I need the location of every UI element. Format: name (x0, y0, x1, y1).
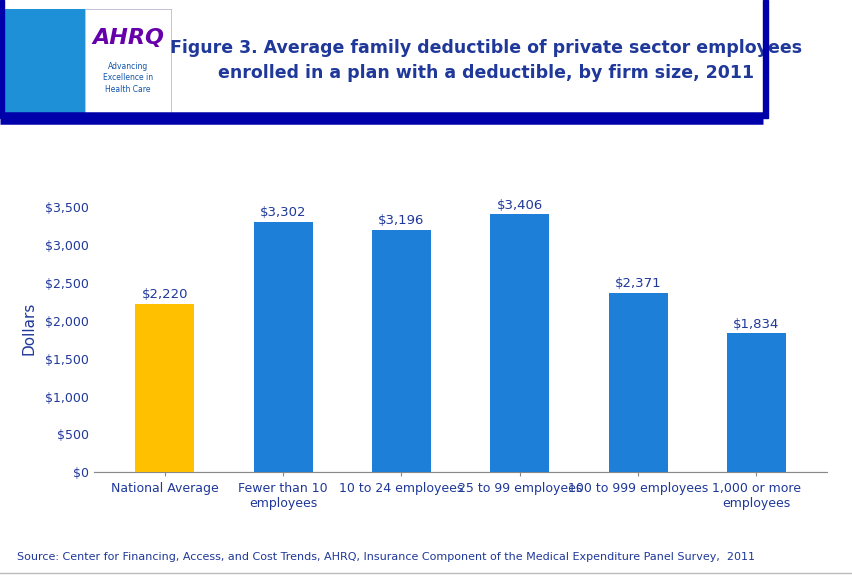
Text: $3,406: $3,406 (496, 199, 542, 211)
Bar (135, 304, 194, 472)
Text: $1,834: $1,834 (733, 318, 779, 331)
Text: AHRQ: AHRQ (92, 28, 164, 48)
Text: $3,196: $3,196 (377, 214, 424, 228)
Text: $2,371: $2,371 (614, 277, 660, 290)
Y-axis label: Dollars: Dollars (22, 302, 37, 355)
Text: Source: Center for Financing, Access, and Cost Trends, AHRQ, Insurance Component: Source: Center for Financing, Access, an… (17, 552, 754, 562)
Bar (726, 334, 785, 472)
Text: $2,220: $2,220 (141, 289, 187, 301)
Text: Figure 3. Average family deductible of private sector employees
enrolled in a pl: Figure 3. Average family deductible of p… (170, 39, 802, 82)
Text: $3,302: $3,302 (260, 206, 306, 219)
Bar (371, 230, 430, 472)
Bar (607, 293, 667, 472)
Bar (253, 222, 313, 472)
Bar (490, 214, 549, 472)
Text: Advancing
Excellence in
Health Care: Advancing Excellence in Health Care (103, 62, 153, 94)
